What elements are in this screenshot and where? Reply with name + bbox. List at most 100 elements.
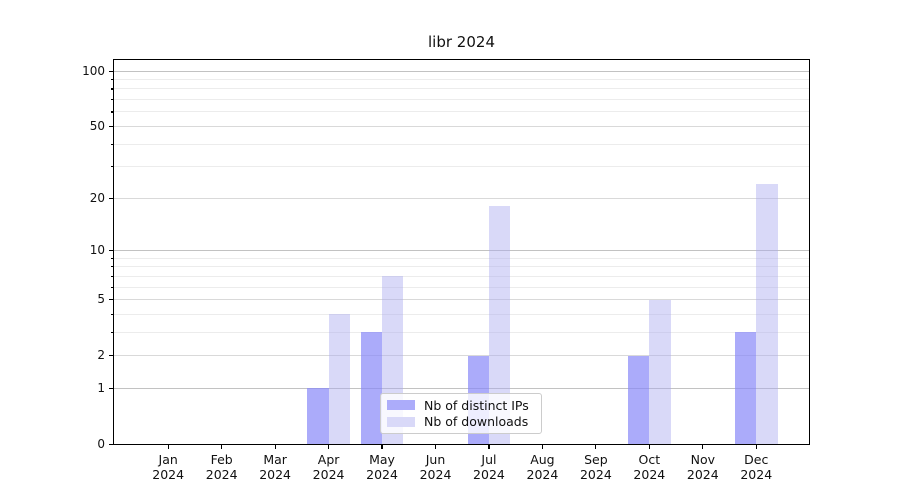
y-tick-label: 20: [89, 190, 105, 205]
y-gridline-major: [114, 387, 809, 389]
legend-item: Nb of downloads: [387, 414, 535, 429]
x-tick-month: Dec: [744, 451, 769, 467]
x-tick-label: Jun 2024: [406, 452, 466, 482]
x-tick-mark: [381, 444, 383, 449]
y-gridline-minor: [114, 88, 809, 90]
y-gridline-minor: [114, 266, 809, 268]
x-tick-year: 2024: [259, 466, 292, 482]
x-tick-label: Jan 2024: [138, 452, 198, 482]
x-tick-year: 2024: [205, 466, 238, 482]
x-tick-month: Oct: [638, 451, 661, 467]
x-tick-year: 2024: [366, 466, 398, 482]
x-tick-label: Dec 2024: [726, 452, 786, 482]
y-minor-tick-mark: [110, 143, 113, 145]
bar-downloads: [328, 314, 350, 445]
x-tick-month: Mar: [263, 451, 287, 467]
x-tick-label: Aug 2024: [512, 452, 572, 482]
x-tick-year: 2024: [633, 466, 666, 482]
y-gridline-major: [114, 299, 809, 301]
x-tick-mark: [274, 444, 276, 449]
legend-swatch-icon: [387, 416, 415, 427]
y-minor-tick-mark: [110, 166, 113, 168]
y-minor-tick-mark: [110, 257, 113, 259]
y-tick-label: 2: [97, 348, 105, 363]
x-tick-label: Feb 2024: [192, 452, 252, 482]
y-gridline-major: [114, 250, 809, 251]
bar-distinct-ips: [734, 332, 757, 445]
bar-distinct-ips: [360, 332, 382, 445]
x-tick-month: Jan: [158, 451, 178, 467]
x-tick-year: 2024: [419, 466, 452, 482]
legend-swatch-icon: [387, 400, 415, 411]
y-tick-label: 100: [82, 63, 105, 78]
x-tick-label: Mar 2024: [245, 452, 305, 482]
y-tick-label: 50: [89, 118, 105, 133]
x-tick-year: 2024: [526, 466, 559, 482]
y-tick-label: 1: [97, 380, 105, 395]
y-tick-mark: [108, 197, 113, 199]
bar-distinct-ips: [627, 355, 650, 445]
y-tick-label: 5: [97, 292, 105, 307]
y-gridline-major: [114, 355, 809, 357]
x-tick-year: 2024: [152, 466, 185, 482]
x-tick-mark: [327, 444, 330, 449]
x-tick-label: Apr 2024: [299, 452, 359, 482]
x-tick-mark: [595, 444, 597, 449]
x-tick-mark: [755, 444, 757, 449]
bar-distinct-ips: [307, 388, 329, 445]
bar-downloads: [756, 184, 778, 445]
y-minor-tick-mark: [110, 313, 113, 315]
legend-label: Nb of distinct IPs: [424, 397, 529, 413]
x-tick-mark: [648, 444, 650, 449]
x-tick-label: May 2024: [352, 452, 412, 482]
y-minor-tick-mark: [110, 286, 113, 288]
x-tick-mark: [434, 444, 437, 449]
x-tick-year: 2024: [686, 466, 719, 482]
y-minor-tick-mark: [110, 266, 113, 268]
x-tick-mark: [167, 444, 169, 449]
y-tick-mark: [108, 70, 113, 72]
y-tick-mark: [108, 355, 113, 357]
chart-title: libr 2024: [428, 33, 495, 51]
x-tick-month: Aug: [530, 451, 555, 467]
y-gridline-minor: [114, 331, 809, 333]
y-tick-mark: [108, 443, 113, 446]
x-tick-mark: [541, 444, 543, 449]
y-gridline-minor: [114, 99, 809, 101]
x-tick-label: Jul 2024: [459, 452, 519, 482]
y-tick-mark: [108, 298, 113, 301]
y-minor-tick-mark: [110, 331, 113, 334]
x-tick-year: 2024: [312, 466, 345, 482]
x-tick-mark: [488, 444, 490, 449]
y-tick-mark: [108, 387, 113, 389]
y-gridline-major: [114, 197, 809, 199]
y-gridline-major: [114, 125, 809, 127]
legend-label: Nb of downloads: [424, 414, 529, 430]
x-tick-month: Sep: [584, 451, 608, 467]
x-tick-month: Jun: [425, 451, 446, 467]
legend-item: Nb of distinct IPs: [387, 398, 535, 413]
y-minor-tick-mark: [110, 79, 113, 81]
x-tick-mark: [702, 444, 704, 449]
y-gridline-minor: [114, 166, 809, 168]
y-tick-mark: [108, 249, 113, 252]
x-tick-month: Nov: [690, 451, 715, 467]
y-minor-tick-mark: [110, 99, 113, 101]
x-tick-month: May: [369, 451, 395, 467]
y-tick-mark: [108, 125, 113, 127]
y-gridline-minor: [114, 275, 809, 277]
y-gridline-minor: [114, 313, 809, 315]
x-tick-month: Feb: [210, 451, 233, 467]
bar-downloads: [489, 206, 511, 445]
y-gridline-minor: [114, 286, 809, 288]
x-tick-month: Jul: [481, 451, 497, 467]
y-gridline-major: [114, 70, 809, 72]
x-tick-label: Nov 2024: [673, 452, 733, 482]
x-tick-year: 2024: [740, 466, 773, 482]
legend: Nb of distinct IPs Nb of downloads: [380, 393, 542, 434]
x-tick-mark: [221, 444, 223, 449]
x-tick-label: Sep 2024: [566, 452, 626, 482]
y-minor-tick-mark: [110, 111, 113, 113]
y-gridline-minor: [114, 257, 809, 259]
